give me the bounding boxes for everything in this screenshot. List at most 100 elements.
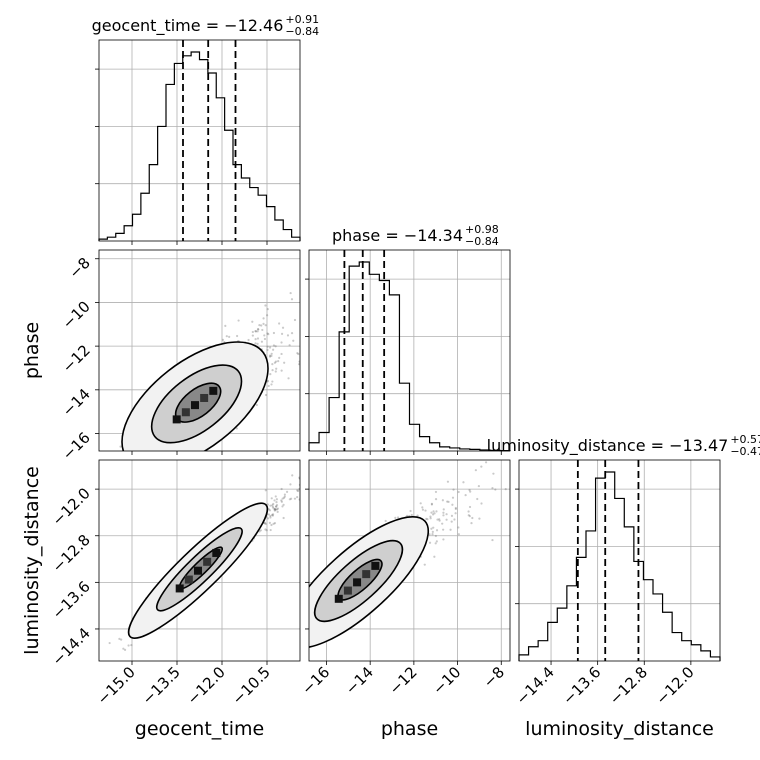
sample-point (396, 516, 400, 519)
sample-point (261, 328, 264, 332)
sample-point (301, 643, 303, 645)
title-upper-error: +0.57 (730, 433, 760, 446)
sample-point (280, 499, 283, 502)
tick-label-x: −10.5 (229, 663, 274, 708)
sample-point (270, 352, 273, 355)
tick-label-x: −12 (386, 663, 421, 698)
sample-point (274, 370, 277, 373)
sample-point (394, 516, 397, 519)
axis-label-x-phase: phase (381, 718, 438, 740)
sample-point (266, 380, 269, 383)
sample-point (275, 508, 279, 511)
sample-point (260, 324, 263, 327)
tick-label-x: −16 (298, 663, 333, 698)
sample-point (270, 497, 273, 500)
sample-point (478, 517, 481, 520)
sample-point (184, 455, 186, 457)
sample-point (304, 622, 306, 624)
panel-title: geocent_time = −12.46 (92, 16, 284, 36)
sample-point (273, 508, 276, 511)
sample-point (108, 641, 111, 645)
sample-point (447, 500, 450, 503)
sample-point (453, 518, 456, 521)
sample-point (96, 478, 98, 480)
sample-point (442, 508, 445, 511)
sample-point (434, 490, 438, 494)
sample-point (266, 348, 269, 351)
sample-point (462, 481, 465, 484)
sample-point (432, 513, 435, 516)
sample-point (301, 488, 303, 490)
sample-point (118, 637, 121, 640)
sample-point (271, 514, 274, 517)
sample-point (446, 480, 450, 483)
density-cell (353, 578, 362, 587)
sample-point (263, 522, 266, 525)
sample-point (280, 487, 283, 491)
sample-point (454, 512, 457, 515)
tick-label-y: −12 (59, 341, 94, 376)
panel-background (99, 40, 300, 241)
sample-point (480, 502, 483, 505)
sample-point (149, 455, 151, 457)
sample-point (177, 451, 179, 453)
sample-point (423, 563, 426, 566)
sample-point (409, 509, 412, 513)
sample-point (421, 508, 425, 511)
sample-point (297, 352, 300, 356)
sample-point (275, 505, 278, 508)
sample-point (431, 530, 434, 533)
sample-point (457, 533, 460, 536)
sample-point (300, 316, 302, 318)
sample-point (266, 379, 269, 382)
tick-label-x: −12.0 (184, 663, 229, 708)
sample-point (283, 361, 286, 364)
sample-point (283, 493, 286, 496)
tick-label-x: −15.0 (94, 663, 139, 708)
sample-point (186, 453, 188, 455)
sample-point (251, 334, 254, 337)
sample-point (293, 497, 297, 500)
sample-point (157, 455, 159, 457)
sample-point (271, 369, 274, 372)
sample-point (268, 355, 272, 358)
sample-point (433, 512, 436, 515)
tick-label-x: −8 (480, 663, 508, 691)
sample-point (267, 384, 270, 388)
sample-point (431, 533, 434, 536)
sample-point (288, 498, 291, 501)
sample-point (442, 514, 445, 517)
sample-point (258, 324, 261, 327)
sample-point (300, 615, 302, 617)
sample-point (274, 345, 277, 348)
sample-point (221, 338, 225, 342)
sample-point (268, 354, 272, 357)
sample-point (286, 334, 290, 337)
sample-point (303, 491, 305, 493)
sample-point (247, 338, 250, 342)
sample-point (275, 367, 278, 370)
sample-point (274, 495, 277, 498)
sample-point (300, 487, 302, 489)
sample-point (449, 528, 452, 531)
sample-point (304, 638, 306, 640)
sample-point (441, 522, 444, 525)
sample-point (122, 647, 125, 650)
sample-point (268, 509, 272, 512)
hist-1d-luminosity_distance: −14.4 −13.6 −12.8 −12.0 luminosity_distance … (487, 433, 760, 708)
sample-point (457, 526, 460, 529)
sample-point (180, 458, 182, 460)
sample-point (298, 476, 300, 479)
sample-point (302, 313, 304, 315)
sample-point (251, 330, 254, 334)
sample-point (293, 318, 297, 322)
title-upper-error: +0.98 (465, 223, 499, 236)
sample-point (269, 514, 272, 518)
sample-point (436, 518, 439, 521)
sample-point (271, 513, 275, 516)
sample-point (476, 455, 478, 457)
tick-label-y: −10 (59, 298, 94, 333)
tick-label-y: −8 (65, 254, 93, 282)
sample-point (471, 516, 474, 520)
sample-point (272, 348, 275, 351)
